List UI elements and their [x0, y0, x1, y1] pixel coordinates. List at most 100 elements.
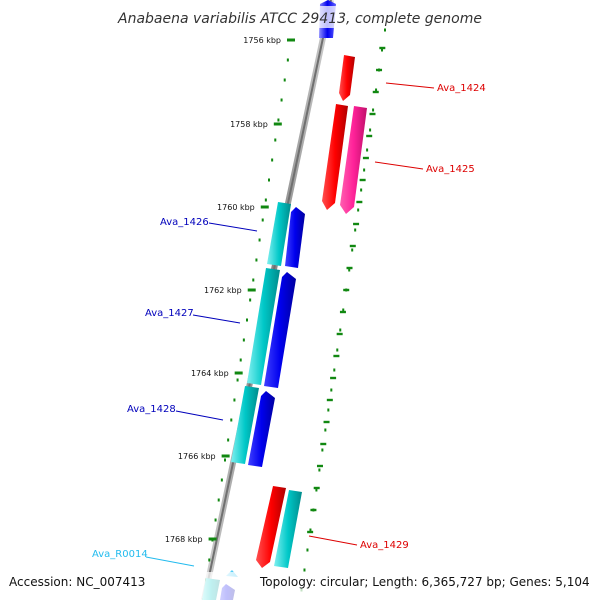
left-track-dot [252, 278, 255, 282]
right-track-tick [372, 90, 379, 94]
right-track-dot [369, 128, 372, 132]
callout-line-ava-1429 [308, 535, 358, 546]
left-track-dot [246, 318, 248, 322]
right-track-dot [330, 388, 333, 392]
right-track-dot [303, 568, 306, 572]
gene-feature-ava-1429-b[interactable] [274, 490, 302, 568]
right-track-dot [321, 448, 324, 452]
left-track-dot [286, 58, 289, 62]
right-track-dot [348, 268, 351, 272]
left-track-dot [249, 298, 252, 302]
right-track-dot [306, 548, 309, 552]
right-track-tick [326, 398, 333, 402]
scale-ticks: 1756 kbp 1758 kbp 1760 kbp 1762 kbp 1764 kbp… [165, 36, 295, 544]
kbp-tick-label: 1762 kbp [204, 286, 242, 295]
kbp-tick-label: 1756 kbp [243, 36, 281, 45]
left-track-dot [274, 138, 277, 142]
gene-label-ava-r0014[interactable]: Ava_R0014 [92, 549, 148, 560]
kbp-tick-label: 1768 kbp [165, 535, 203, 544]
kbp-tick-label: 1760 kbp [217, 203, 255, 212]
gene-label-ava-1424[interactable]: Ava_1424 [437, 83, 486, 94]
gene-label-ava-1428[interactable]: Ava_1428 [127, 404, 176, 415]
gene-feature-ava-1425-a[interactable] [322, 104, 348, 210]
right-track-dot [366, 148, 369, 152]
gene-label-ava-1429[interactable]: Ava_1429 [360, 540, 409, 551]
right-track-tick [339, 310, 346, 314]
kbp-tick-label: 1766 kbp [178, 452, 216, 461]
right-track-dot [336, 348, 339, 352]
kbp-tick-mark [273, 122, 282, 126]
right-track-tick [330, 376, 337, 380]
map-title: Anabaena variabilis ATCC 29413, complete… [117, 11, 482, 27]
right-track-dot [327, 408, 330, 412]
right-track-tick [316, 464, 323, 468]
right-track-tick [362, 156, 369, 160]
left-track-dot [236, 378, 239, 382]
left-track-dot [277, 118, 280, 122]
left-track-dot [208, 558, 211, 562]
right-track-dot [315, 488, 318, 492]
kbp-tick-label: 1758 kbp [230, 120, 268, 129]
right-track-tick [376, 68, 383, 72]
left-track-dot [233, 398, 236, 402]
right-track-dot [360, 188, 363, 192]
callout-line-ava-r0014 [145, 556, 195, 567]
gene-label-ava-1425[interactable]: Ava_1425 [426, 164, 475, 175]
right-track-dot [381, 48, 384, 52]
left-track-dot [255, 258, 258, 262]
right-track-dot [354, 228, 357, 232]
left-track-dot [271, 158, 274, 162]
gene-feature-ava-1427-a[interactable] [247, 268, 280, 385]
left-track-dot [264, 198, 267, 202]
callout-line-ava-1427 [192, 314, 241, 324]
callout-line-ava-1425 [374, 161, 424, 170]
kbp-tick-mark [221, 454, 230, 458]
left-track-dot [214, 518, 217, 522]
gene-feature-ava-1426-a[interactable] [267, 202, 291, 266]
right-track-tick [369, 112, 376, 116]
right-track-tick [307, 530, 314, 534]
left-track-dot [239, 358, 242, 362]
right-track-tick [343, 288, 350, 292]
gene-features [202, 0, 367, 600]
left-track-dot [242, 338, 245, 342]
right-track-dot [357, 208, 360, 212]
right-track-dot [309, 528, 312, 532]
gene-label-ava-1427[interactable]: Ava_1427 [145, 308, 194, 319]
left-track-dot [268, 178, 270, 182]
right-track-tick [310, 508, 317, 512]
kbp-tick-label: 1764 kbp [191, 369, 229, 378]
right-track-dot [339, 328, 342, 332]
gene-feature-ava-1427-b[interactable] [264, 272, 296, 388]
accession-text: Accession: NC_007413 [9, 575, 145, 589]
gene-feature-ava-1429-a[interactable] [256, 486, 286, 568]
callout-line-ava-1426 [208, 222, 258, 232]
gene-feature-ava-1428-b[interactable] [248, 391, 275, 467]
right-track-tick [313, 486, 320, 490]
right-track-dot [318, 468, 321, 472]
gene-feature-ava-1428-a[interactable] [231, 386, 259, 464]
right-track-dot [342, 308, 345, 312]
right-track-dot [375, 88, 378, 92]
right-track-tick [356, 200, 363, 204]
gene-feature-ava-1426-b[interactable] [285, 207, 305, 268]
gene-feature-ava-1424[interactable] [339, 55, 355, 101]
kbp-tick-mark [247, 288, 256, 292]
right-track-tick [353, 222, 360, 226]
right-track-dot [324, 428, 327, 432]
kbp-tick-mark [208, 537, 217, 541]
left-track-dot [258, 238, 261, 242]
left-track-dot [220, 478, 223, 482]
right-track-tick [336, 332, 343, 336]
gene-feature-ava-1425-b[interactable] [340, 106, 367, 214]
left-track-dot [280, 98, 283, 102]
gene-label-ava-1426[interactable]: Ava_1426 [160, 217, 209, 228]
topology-text: Topology: circular; Length: 6,365,727 bp… [259, 575, 590, 589]
gene-callouts: Ava_1424 Ava_1425 Ava_1426 Ava_1427 Ava_… [92, 82, 486, 567]
right-track-tick [323, 420, 330, 424]
left-track-dot [261, 218, 264, 222]
kbp-tick-mark [260, 205, 269, 209]
title-backdrop [110, 6, 490, 28]
right-track-tick [359, 178, 366, 182]
